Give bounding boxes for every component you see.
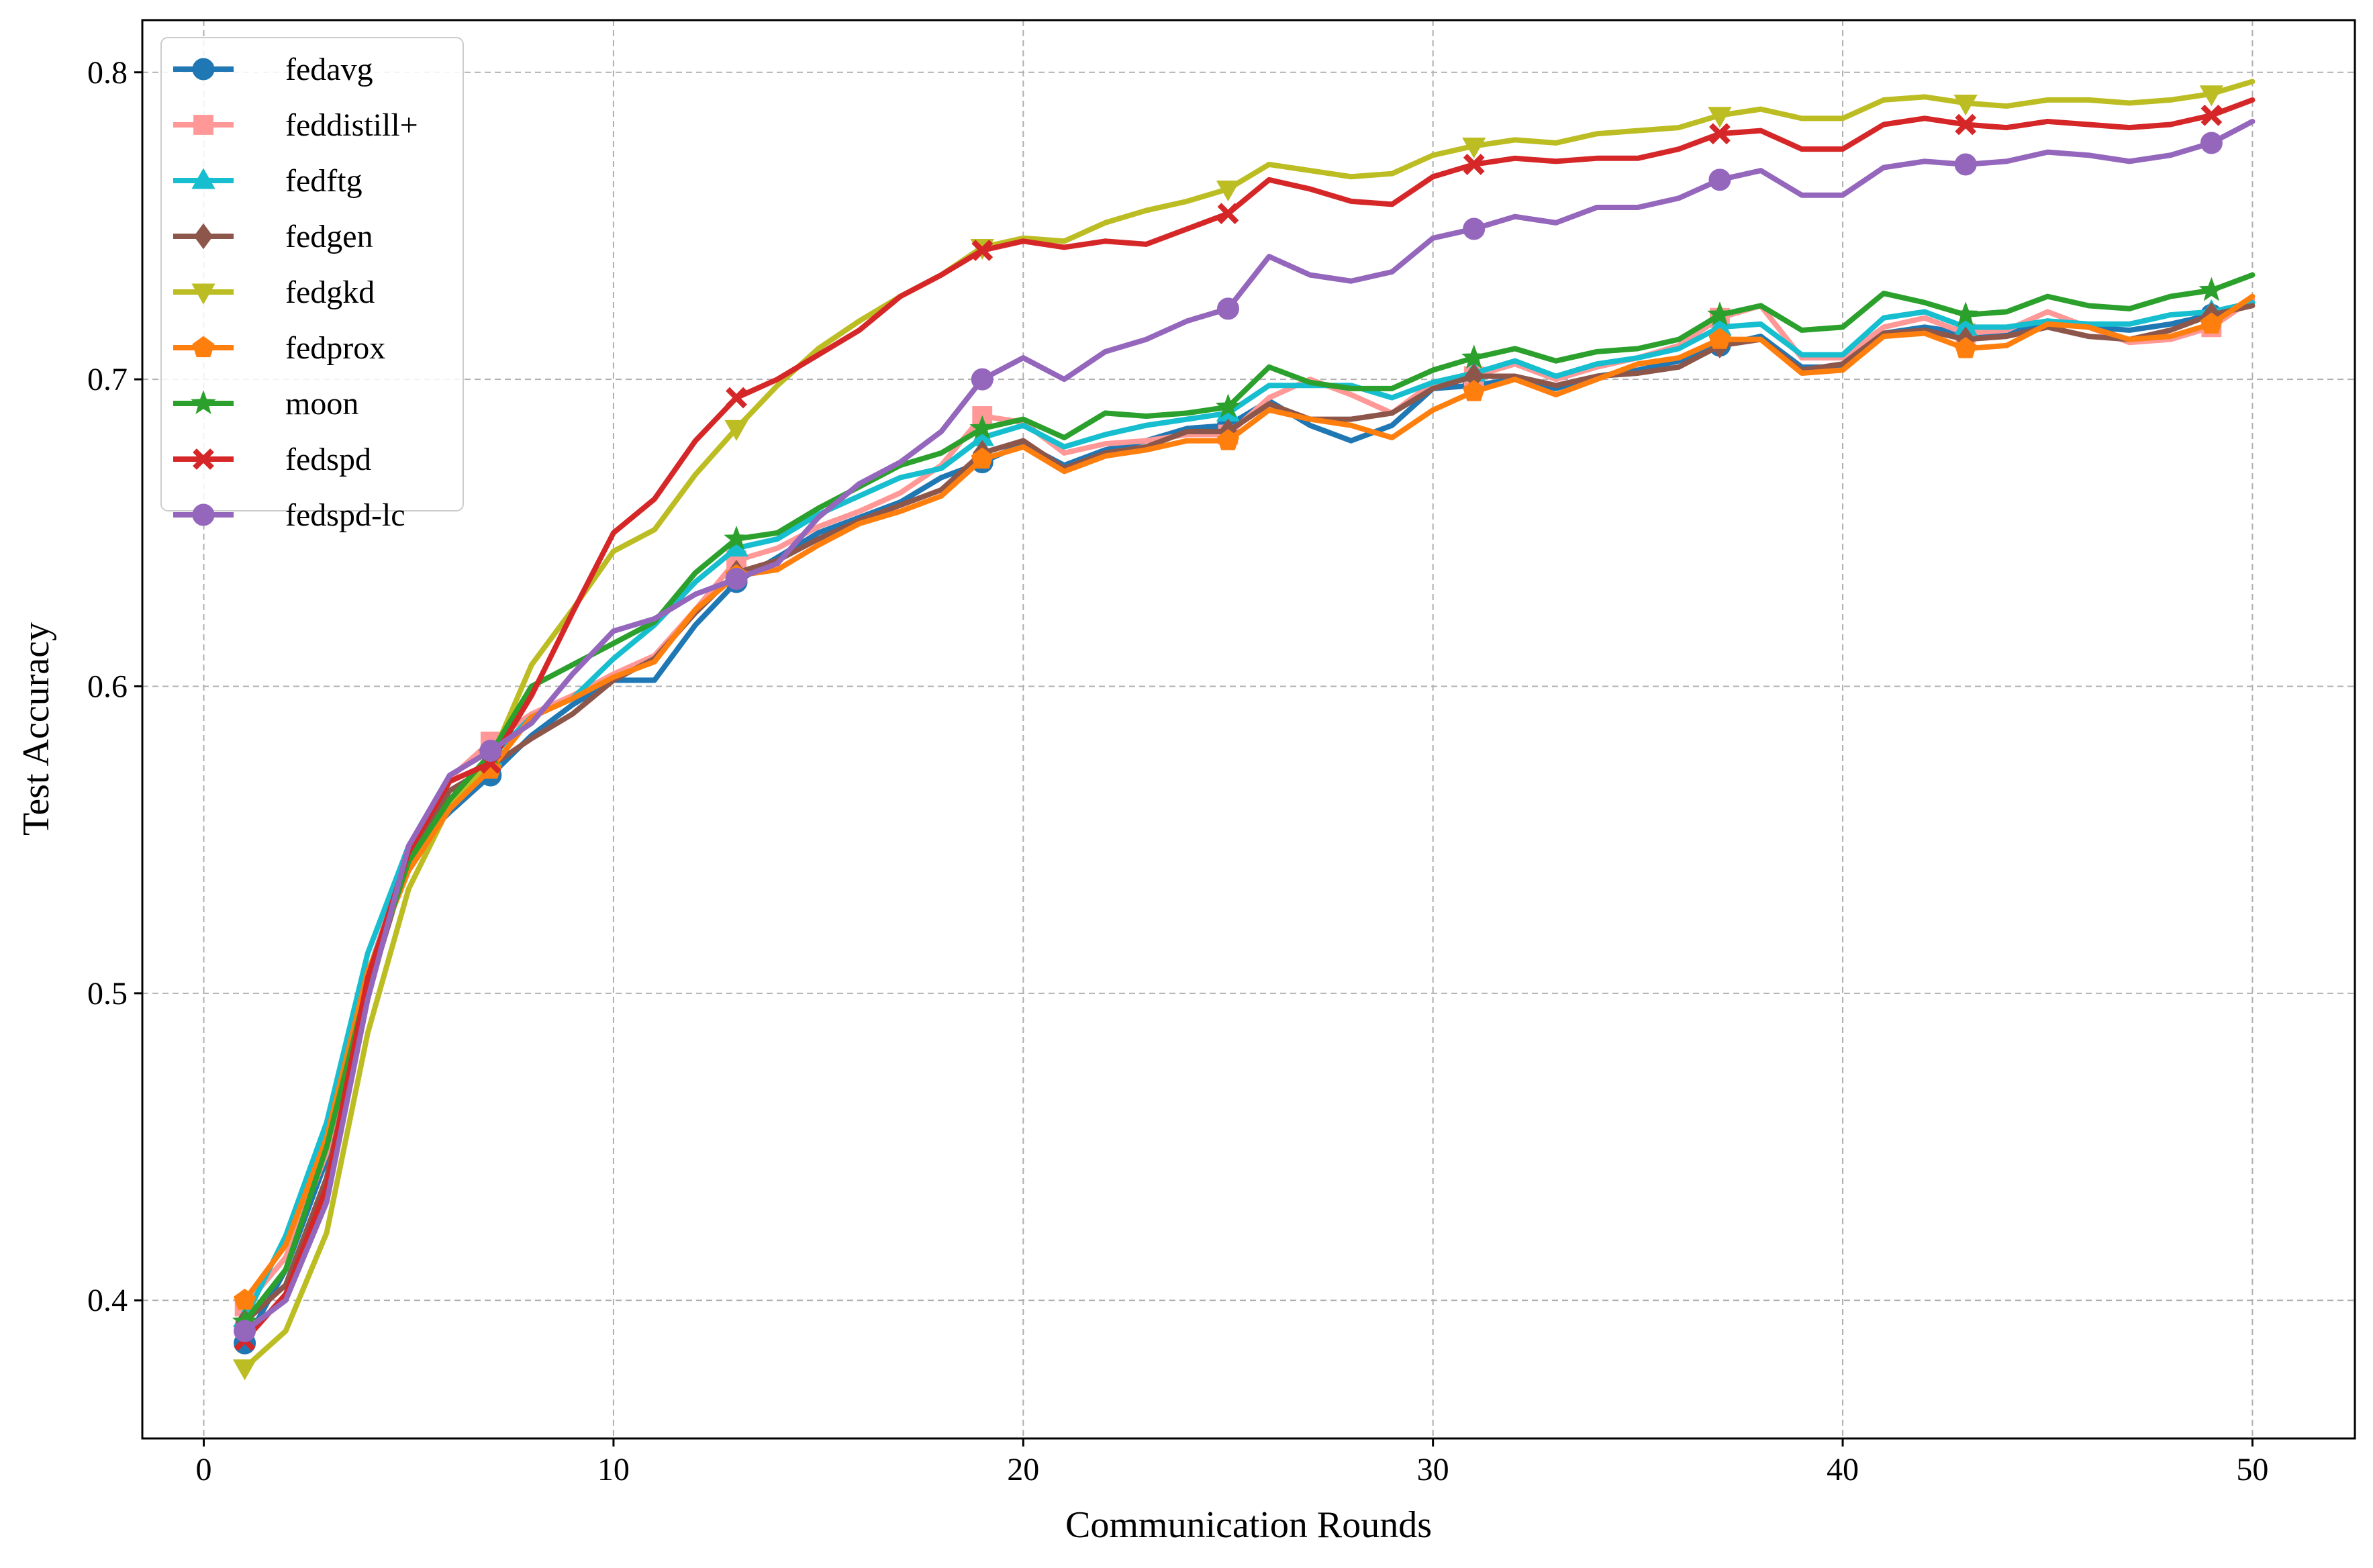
- axis-ticks: 0 10 20 30 40 50 0.4 0.5 0.6 0.7 0.8: [87, 55, 2268, 1487]
- legend-swatch-marker: [193, 115, 213, 135]
- legend-label: fedavg: [285, 52, 373, 87]
- x-axis-label: Communication Rounds: [1065, 1504, 1432, 1546]
- data-point-marker: [971, 447, 994, 469]
- data-point-marker: [479, 740, 502, 763]
- data-point-marker: [1216, 429, 1240, 450]
- series-line: [242, 97, 2256, 1343]
- x-tick-label: 30: [1417, 1452, 1449, 1487]
- legend-swatch-marker: [191, 390, 216, 415]
- legend-item-fedspd: fedspd: [173, 442, 371, 477]
- y-axis-label: Test Accuracy: [15, 622, 57, 836]
- data-point-marker: [725, 567, 748, 590]
- plot-frame: [141, 19, 2356, 1440]
- legend-item-fedgen: fedgen: [173, 219, 373, 254]
- data-point-marker: [724, 420, 748, 441]
- data-point-marker: [2199, 85, 2224, 107]
- legend-swatch-marker: [193, 448, 214, 470]
- y-tick-label: 0.8: [87, 55, 128, 91]
- legend-item-feddistill+: feddistill+: [173, 107, 418, 143]
- data-point-marker: [1707, 301, 1733, 326]
- data-point-marker: [2198, 277, 2225, 301]
- legend-label: fedprox: [285, 330, 385, 366]
- series-line: [242, 118, 2256, 1334]
- legend-box: [160, 37, 464, 511]
- y-tick-label: 0.4: [87, 1283, 128, 1318]
- y-tick-label: 0.7: [87, 362, 128, 397]
- grid: [142, 20, 2355, 1438]
- data-point-marker: [234, 1320, 256, 1342]
- legend-swatch-marker: [192, 503, 215, 526]
- data-point-marker: [969, 415, 996, 440]
- data-point-marker: [971, 368, 994, 391]
- data-point-marker: [2200, 312, 2223, 334]
- data-point-marker: [1463, 154, 1485, 175]
- data-point-marker: [1216, 181, 1241, 202]
- data-point-marker: [1461, 344, 1487, 369]
- legend-item-fedavg: fedavg: [173, 52, 373, 87]
- data-point-marker: [1954, 153, 1977, 176]
- legend-item-fedgkd: fedgkd: [173, 275, 375, 310]
- data-point-marker: [1463, 379, 1486, 401]
- data-point-marker: [2200, 104, 2223, 126]
- series-line: [242, 303, 2256, 1325]
- data-point-marker: [1953, 301, 1979, 326]
- data-point-marker: [1463, 217, 1486, 240]
- data-point-marker: [1215, 393, 1241, 418]
- x-tick-label: 40: [1827, 1452, 1859, 1487]
- series-fedspd-lc: [234, 118, 2256, 1342]
- legend-label: fedgkd: [285, 275, 375, 310]
- series-line: [242, 293, 2256, 1304]
- legend-item-moon: moon: [173, 386, 358, 422]
- data-point-marker: [1216, 297, 1239, 320]
- legend-swatch-marker: [193, 223, 213, 250]
- data-point-marker: [726, 387, 747, 409]
- x-tick-label: 0: [196, 1452, 212, 1487]
- legend-label: fedgen: [285, 219, 373, 254]
- legend-label: fedspd: [285, 442, 371, 477]
- data-point-marker: [1708, 328, 1731, 349]
- data-point-marker: [2200, 132, 2223, 154]
- data-point-marker: [971, 240, 994, 261]
- y-tick-label: 0.6: [87, 669, 128, 704]
- data-point-marker: [1953, 94, 1978, 116]
- data-point-marker: [1708, 168, 1731, 191]
- series-line: [242, 272, 2256, 1325]
- legend-swatch-marker: [192, 58, 215, 81]
- series-layer: [232, 79, 2256, 1381]
- legend-item-fedprox: fedprox: [173, 330, 385, 366]
- data-point-marker: [1708, 107, 1732, 128]
- legend: fedavg feddistill+ fedftg fedgen fedgkd fedpr…: [160, 37, 464, 533]
- data-point-marker: [1709, 123, 1731, 145]
- data-point-marker: [724, 526, 749, 550]
- data-point-marker: [1954, 336, 1977, 358]
- x-tick-label: 20: [1007, 1452, 1039, 1487]
- legend-label: fedftg: [285, 163, 362, 199]
- y-tick-label: 0.5: [87, 976, 128, 1012]
- x-tick-label: 10: [597, 1452, 630, 1487]
- data-point-marker: [1217, 203, 1239, 225]
- legend-swatch-marker: [191, 168, 215, 189]
- legend-item-fedspd-lc: fedspd-lc: [173, 497, 405, 533]
- legend-swatch-marker: [192, 336, 215, 358]
- data-point-marker: [232, 1359, 257, 1381]
- data-point-marker: [1955, 113, 1977, 136]
- legend-item-fedftg: fedftg: [173, 163, 362, 199]
- legend-swatch-marker: [191, 283, 215, 305]
- legend-label: fedspd-lc: [285, 497, 405, 533]
- legend-label: feddistill+: [285, 107, 418, 143]
- data-point-marker: [1462, 138, 1486, 159]
- legend-label: moon: [285, 386, 358, 422]
- x-tick-label: 50: [2236, 1452, 2268, 1487]
- series-line: [242, 299, 2256, 1322]
